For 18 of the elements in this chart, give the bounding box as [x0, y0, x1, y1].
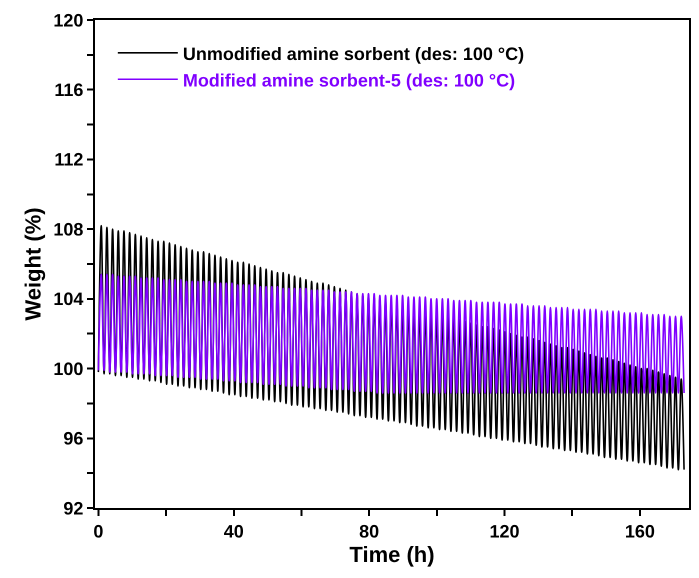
y-tick-label: 96	[63, 428, 84, 449]
y-tick-label: 108	[53, 219, 84, 240]
y-tick-label: 120	[53, 10, 84, 30]
y-tick-label: 112	[54, 150, 84, 170]
y-axis-title: Weight (%)	[20, 207, 46, 321]
x-tick-label: 120	[490, 522, 520, 542]
line-series	[98, 274, 685, 394]
x-axis-title: Time (h)	[349, 542, 435, 567]
y-tick-label: 100	[53, 358, 84, 379]
y-tick-label: 92	[63, 498, 84, 518]
legend-label: Unmodified amine sorbent (des: 100 °C)	[182, 44, 524, 64]
x-tick-label: 80	[359, 522, 380, 542]
x-tick-label: 160	[624, 522, 655, 542]
x-tick-label: 40	[224, 522, 244, 542]
y-tick-label: 104	[53, 289, 84, 310]
x-tick-label: 0	[93, 522, 104, 542]
legend-label: Modified amine sorbent-5 (des: 100 °C)	[182, 70, 516, 90]
y-tick-label: 116	[54, 80, 84, 100]
